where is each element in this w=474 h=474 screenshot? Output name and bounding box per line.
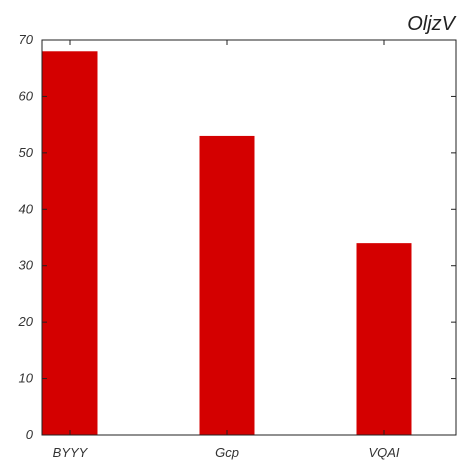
chart-title: OljzV — [407, 13, 456, 35]
x-tick-label: Gcp — [215, 445, 239, 460]
bar-gcp — [200, 136, 255, 435]
x-tick-label: VQAI — [368, 445, 399, 460]
y-tick-label: 40 — [19, 201, 34, 216]
bar-byyy — [43, 51, 98, 435]
bar-vqai — [357, 243, 412, 435]
y-tick-label: 30 — [19, 258, 34, 273]
y-tick-label: 20 — [18, 314, 34, 329]
plot-area: 0 10 20 30 40 50 60 70 BYYY Gcp VQAI — [18, 32, 456, 460]
y-tick-label: 60 — [19, 88, 34, 103]
x-tick-label: BYYY — [53, 445, 89, 460]
y-tick-label: 70 — [19, 32, 34, 47]
y-tick-label: 0 — [26, 427, 34, 442]
y-tick-label: 50 — [19, 145, 34, 160]
y-tick-label: 10 — [19, 371, 34, 386]
